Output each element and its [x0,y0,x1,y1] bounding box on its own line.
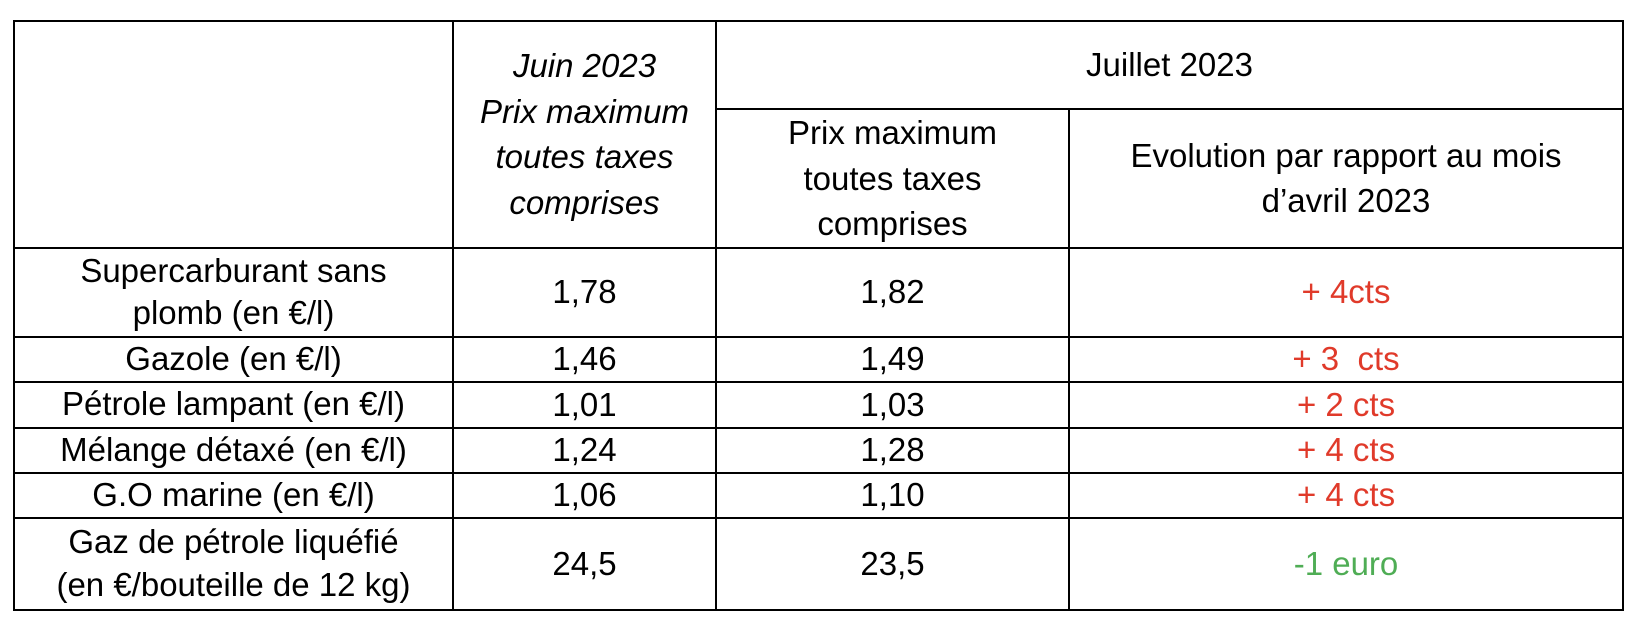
table-row-gaz-petrole-liquefie: Gaz de pétrole liquéfié (en €/bouteille … [13,516,1625,611]
evolution-cell: -1 euro [1067,516,1625,611]
juillet-price-cell: 23,5 [715,516,1070,611]
col-subheader-juillet-price: Prix maximum toutes taxes comprises [715,108,1070,249]
evolution-cell: + 3 cts [1067,335,1625,383]
juillet-price-cell: 1,28 [715,426,1070,474]
evolution-cell: + 2 cts [1067,380,1625,429]
table-row-petrole-lampant: Pétrole lampant (en €/l) 1,01 1,03 + 2 c… [13,380,1625,429]
evolution-cell: + 4cts [1067,246,1625,338]
row-label: Gazole (en €/l) [13,335,454,383]
table-row-melange-detaxe: Mélange détaxé (en €/l) 1,24 1,28 + 4 ct… [13,426,1625,474]
row-label: Supercarburant sans plomb (en €/l) [13,246,454,338]
juin-price-cell: 24,5 [452,516,717,611]
juin-price-cell: 1,01 [452,380,717,429]
table-row-supercarburant: Supercarburant sans plomb (en €/l) 1,78 … [13,246,1625,338]
juillet-price-cell: 1,10 [715,471,1070,519]
evolution-cell: + 4 cts [1067,471,1625,519]
col-subheader-juillet-evolution: Evolution par rapport au mois d’avril 20… [1067,108,1625,249]
table-row-gazole: Gazole (en €/l) 1,46 1,49 + 3 cts [13,335,1625,383]
evolution-cell: + 4 cts [1067,426,1625,474]
juin-price-cell: 1,46 [452,335,717,383]
header-row-subheaders: Prix maximum toutes taxes comprises Evol… [14,108,1625,249]
row-label: Mélange détaxé (en €/l) [13,426,454,474]
header-row-months: Juin 2023 Prix maximum toutes taxes comp… [13,20,1625,249]
row-label: Pétrole lampant (en €/l) [13,380,454,429]
col-header-juin-2023: Juin 2023 Prix maximum toutes taxes comp… [452,20,717,249]
row-label: G.O marine (en €/l) [13,471,454,519]
juin-price-cell: 1,06 [452,471,717,519]
table-row-go-marine: G.O marine (en €/l) 1,06 1,10 + 4 cts [13,471,1625,519]
row-label: Gaz de pétrole liquéfié (en €/bouteille … [13,516,454,611]
juin-price-cell: 1,24 [452,426,717,474]
juillet-price-cell: 1,03 [715,380,1070,429]
col-header-juillet-2023: Juillet 2023 [714,20,1625,110]
juin-price-cell: 1,78 [452,246,717,338]
fuel-price-table: Juin 2023 Prix maximum toutes taxes comp… [13,20,1625,611]
juillet-price-cell: 1,82 [715,246,1070,338]
juillet-price-cell: 1,49 [715,335,1070,383]
corner-header-cell [13,20,454,249]
